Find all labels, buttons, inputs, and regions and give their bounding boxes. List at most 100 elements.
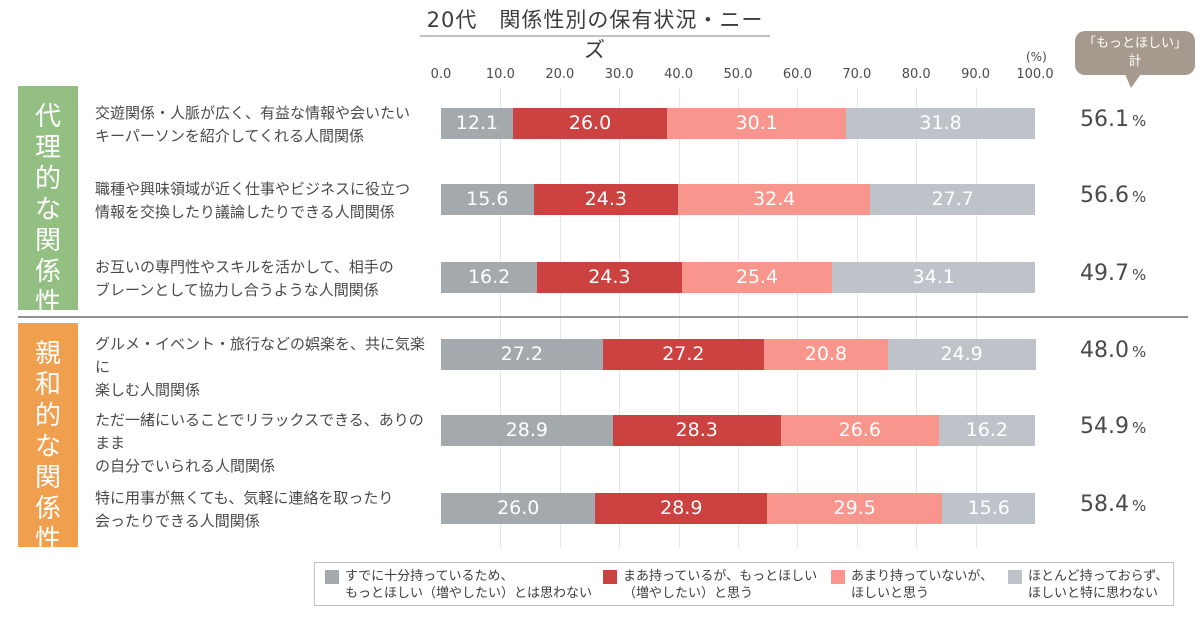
group-label-char: 係: [34, 257, 61, 287]
bar-segment: 27.2: [602, 339, 765, 370]
x-tick-label: 90.0: [961, 67, 991, 82]
row-total-unit: %: [1131, 266, 1147, 284]
row-label-line: ブレーンとして協力し合うような人間関係: [95, 281, 379, 299]
legend-text: もっとほしい（増やしたい）とは思わない: [345, 586, 593, 601]
group-label-char: 理: [34, 133, 61, 163]
group-label-proxy: 代理的な関係性: [18, 86, 78, 318]
row-label: グルメ・イベント・旅行などの娯楽を、共に気楽に楽しむ人間関係: [95, 333, 435, 402]
bar-segment: 16.2: [938, 415, 1035, 446]
row-label-line: 楽しむ人間関係: [95, 381, 201, 399]
gridline: [797, 88, 799, 548]
legend-text: ほしいと思う: [851, 586, 930, 601]
x-tick-label: 10.0: [485, 67, 515, 82]
chart-title: 20代 関係性別の保有状況・ニーズ: [426, 8, 764, 62]
group-label-char: な: [34, 432, 61, 462]
bar-segment: 28.9: [595, 493, 768, 524]
bar-segment: 31.8: [846, 108, 1035, 139]
row-label-line: 情報を交換したり議論したりできる人間関係: [95, 203, 395, 221]
row-total-unit: %: [1131, 112, 1147, 130]
bar-segment: 12.1: [441, 108, 513, 139]
x-tick-label: 80.0: [901, 67, 931, 82]
x-tick-label: 40.0: [664, 67, 694, 82]
group-label-char: 性: [34, 288, 61, 318]
legend-text: ほとんど持っておらず、: [1028, 569, 1169, 584]
legend-item: すでに十分持っているため、もっとほしい（増やしたい）とは思わない: [325, 568, 592, 602]
row-label: 交遊関係・人脈が広く、有益な情報や会いたい キーパーソンを紹介してくれる人間関係: [95, 102, 435, 148]
group-label-char: 親: [34, 339, 61, 369]
row-label: お互いの専門性やスキルを活かして、相手の ブレーンとして協力し合うような人間関係: [95, 256, 435, 302]
row-label-line: お互いの専門性やスキルを活かして、相手の: [95, 258, 394, 276]
row-total-value: 49.7: [1080, 261, 1129, 286]
row-total-value: 56.6: [1080, 183, 1129, 208]
legend-text: （増やしたい）と思う: [623, 586, 754, 601]
row-total: 54.9%: [1080, 414, 1170, 439]
row-total: 49.7%: [1080, 261, 1170, 286]
row-total-unit: %: [1131, 188, 1147, 206]
gridline: [500, 88, 502, 548]
group-label-char: 関: [34, 226, 61, 256]
axis-unit-label: (%): [1026, 50, 1047, 64]
bar-segment: 20.8: [764, 339, 888, 370]
group-label-char: な: [34, 195, 61, 225]
legend-text: あまり持っていないが、: [851, 569, 994, 584]
row-total-value: 54.9: [1080, 414, 1129, 439]
gridline: [619, 88, 621, 548]
legend-swatch: [325, 570, 339, 584]
callout-tail: [1125, 74, 1141, 88]
group-label-char: 関: [34, 463, 61, 493]
x-tick-label: 30.0: [604, 67, 634, 82]
row-label: 職種や興味領域が近く仕事やビジネスに役立つ 情報を交換したり議論したりできる人間関…: [95, 178, 435, 224]
totals-header-line-1: 「もっとほしい」: [1082, 36, 1187, 51]
bar-segment: 26.0: [512, 108, 668, 139]
row-total: 48.0%: [1080, 338, 1170, 363]
legend-swatch: [1008, 570, 1022, 584]
legend-item: まあ持っているが、もっとほしい （増やしたい）と思う: [603, 568, 817, 602]
bar-segment: 24.9: [887, 339, 1036, 370]
group-label-char: 性: [34, 525, 61, 555]
row-label-line: 職種や興味領域が近く仕事やビジネスに役立つ: [95, 180, 411, 198]
bar-segment: 15.6: [441, 184, 534, 215]
bar-segment: 24.3: [537, 262, 682, 293]
row-label-line: 会ったりできる人間関係: [95, 512, 260, 530]
bar-segment: 34.1: [832, 262, 1035, 293]
group-label-char: 係: [34, 494, 61, 524]
gridline: [738, 88, 739, 548]
bar-segment: 28.9: [441, 415, 613, 446]
row-label: 特に用事が無くても、気軽に連絡を取ったり 会ったりできる人間関係: [95, 487, 435, 533]
row-total-unit: %: [1131, 419, 1147, 437]
x-tick-label: 20.0: [545, 67, 575, 82]
row-total-value: 58.4: [1080, 492, 1129, 517]
bar-segment: 27.2: [441, 339, 603, 370]
x-tick-label: 60.0: [782, 67, 812, 82]
row-total: 56.6%: [1080, 183, 1170, 208]
bar-segment: 30.1: [667, 108, 847, 139]
row-label: ただ一緒にいることでリラックスできる、ありのまま の自分でいられる人間関係: [95, 409, 435, 478]
bar-segment: 26.0: [441, 493, 596, 524]
group-label-char: 的: [34, 164, 61, 194]
bar-segment: 32.4: [678, 184, 871, 215]
gridline: [856, 88, 858, 548]
row-total: 58.4%: [1080, 492, 1170, 517]
row-label-line: の自分でいられる人間関係: [95, 457, 276, 475]
row-total-value: 48.0: [1080, 338, 1129, 363]
group-separator: [18, 316, 1188, 318]
group-label-char: 代: [34, 102, 61, 132]
row-label-line: 交遊関係・人脈が広く、有益な情報や会いたい: [95, 104, 411, 122]
bar-segment: 16.2: [441, 262, 538, 293]
legend-swatch: [603, 570, 617, 584]
totals-header-callout: 「もっとほしい」 計: [1075, 31, 1195, 75]
row-label-line: 特に用事が無くても、気軽に連絡を取ったり: [95, 489, 394, 507]
group-label-char: 和: [34, 370, 61, 400]
gridline: [916, 88, 918, 548]
legend-swatch: [831, 570, 845, 584]
gridline: [559, 88, 561, 548]
legend-text: すでに十分持っているため、: [345, 569, 514, 584]
legend: すでに十分持っているため、もっとほしい（増やしたい）とは思わない まあ持っているが…: [314, 562, 1174, 606]
title-underline: [420, 35, 770, 37]
row-total-unit: %: [1131, 497, 1147, 515]
gridline: [678, 88, 680, 548]
row-label-line: グルメ・イベント・旅行などの娯楽を、共に気楽に: [95, 335, 426, 376]
legend-item: ほとんど持っておらず、 ほしいと特に思わない: [1008, 568, 1168, 602]
bar-segment: 26.6: [780, 415, 939, 446]
legend-item: あまり持っていないが、 ほしいと思う: [831, 568, 993, 602]
